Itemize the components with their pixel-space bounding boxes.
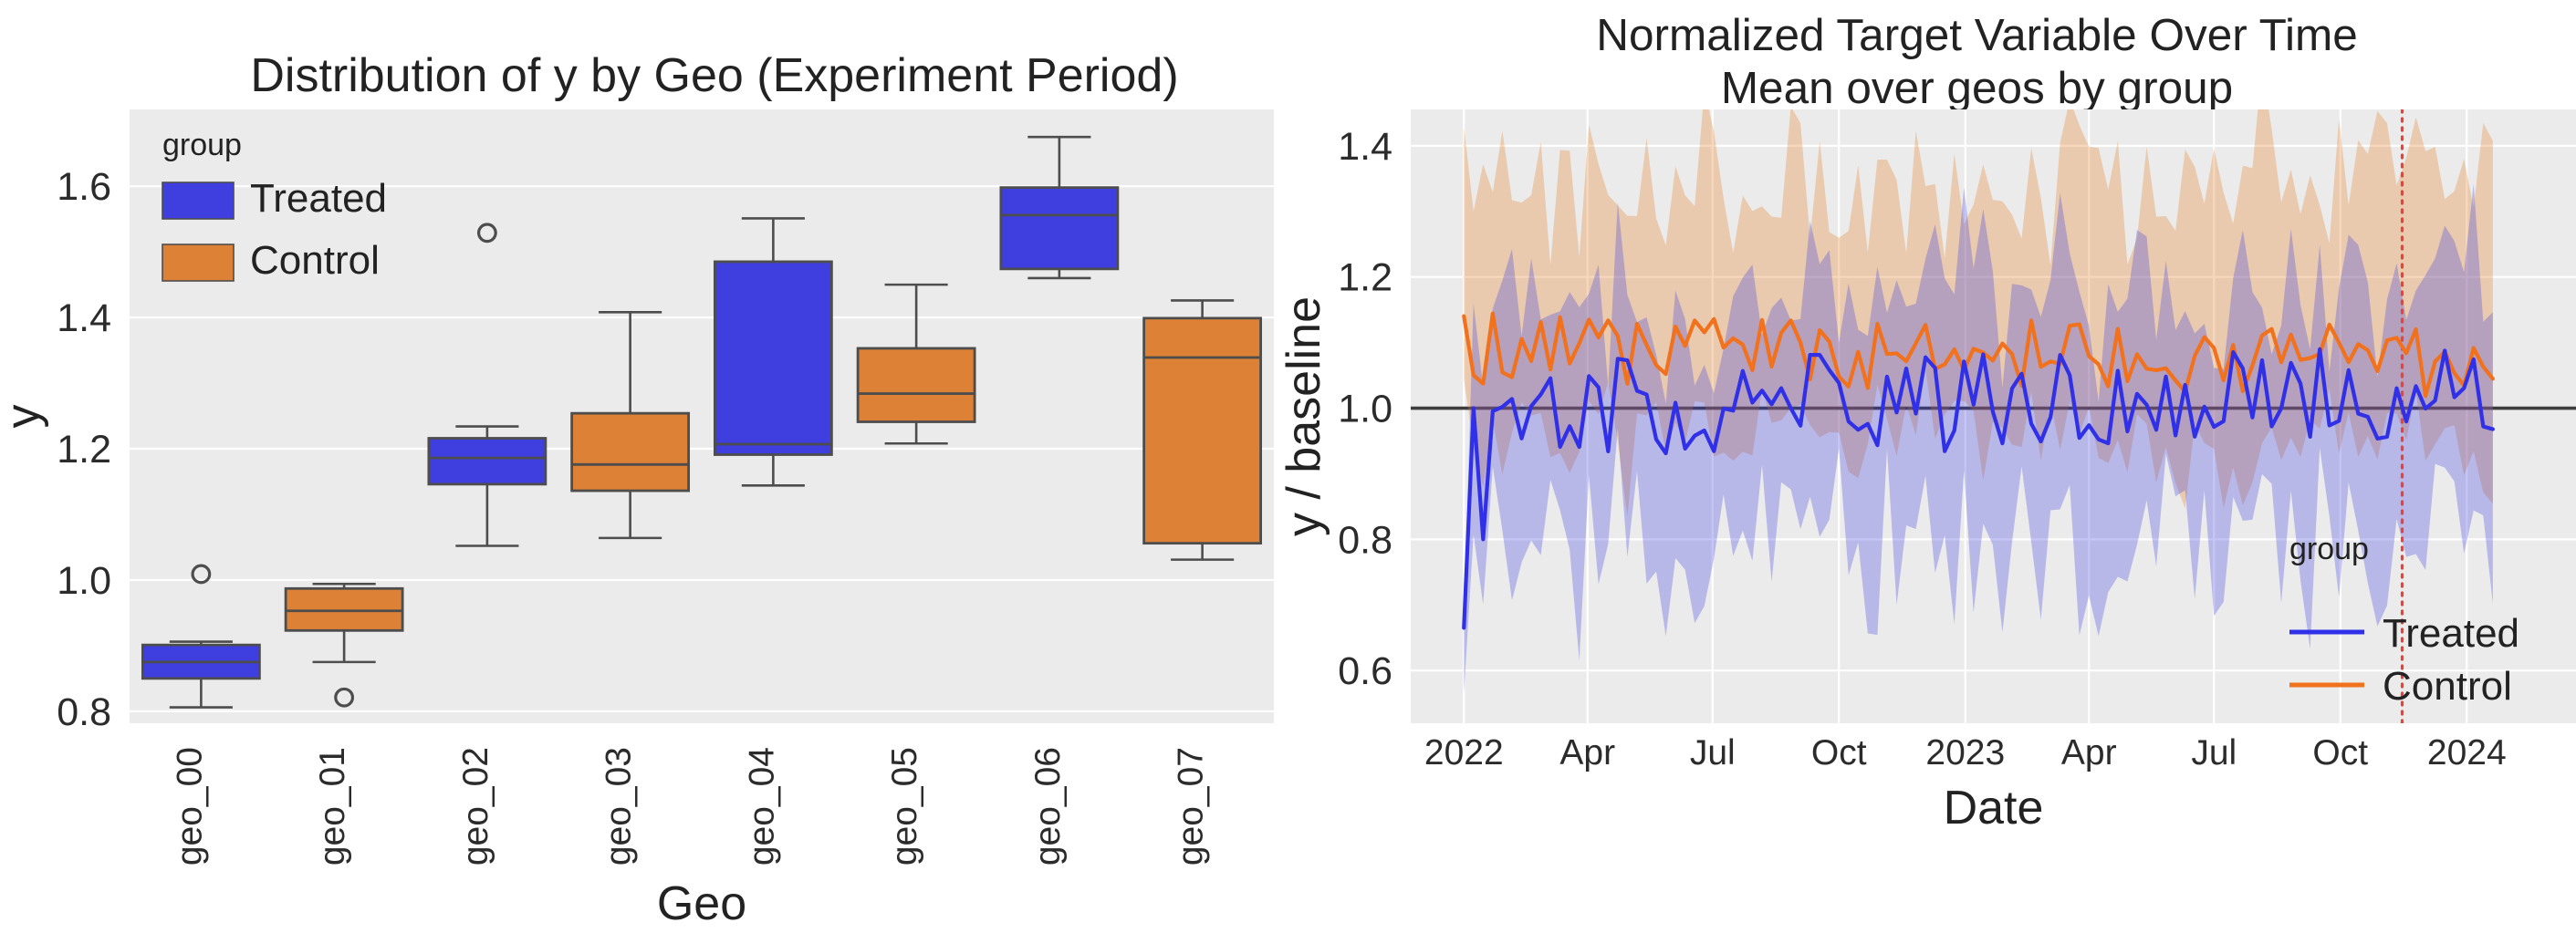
svg-text:Treated: Treated xyxy=(250,176,387,221)
svg-text:0.8: 0.8 xyxy=(57,690,111,734)
svg-text:geo_02: geo_02 xyxy=(456,747,495,866)
svg-text:1.4: 1.4 xyxy=(1338,125,1392,169)
svg-text:0.8: 0.8 xyxy=(1338,518,1392,562)
svg-text:Date: Date xyxy=(1944,782,2044,835)
svg-text:Control: Control xyxy=(2383,664,2512,709)
svg-text:y / baseline: y / baseline xyxy=(1278,296,1330,536)
svg-text:Control: Control xyxy=(250,238,380,283)
svg-text:Oct: Oct xyxy=(2312,733,2368,772)
svg-text:geo_03: geo_03 xyxy=(600,747,639,866)
svg-text:2022: 2022 xyxy=(1424,733,1504,772)
svg-text:geo_05: geo_05 xyxy=(885,747,924,866)
svg-text:2024: 2024 xyxy=(2427,733,2507,772)
svg-text:Apr: Apr xyxy=(2061,733,2117,772)
svg-text:geo_01: geo_01 xyxy=(313,747,352,866)
svg-text:geo_00: geo_00 xyxy=(170,747,209,866)
svg-text:Jul: Jul xyxy=(2191,733,2237,772)
svg-text:y: y xyxy=(0,405,49,429)
svg-text:Treated: Treated xyxy=(2383,611,2519,656)
svg-text:1.0: 1.0 xyxy=(1338,388,1392,431)
svg-text:geo_06: geo_06 xyxy=(1028,747,1068,866)
svg-text:1.4: 1.4 xyxy=(57,296,111,340)
svg-text:group: group xyxy=(2289,532,2369,566)
svg-text:1.0: 1.0 xyxy=(57,559,111,603)
svg-text:1.6: 1.6 xyxy=(57,165,111,209)
svg-text:geo_07: geo_07 xyxy=(1172,747,1211,866)
svg-text:1.2: 1.2 xyxy=(1338,256,1392,300)
svg-text:geo_04: geo_04 xyxy=(742,747,781,866)
svg-text:Oct: Oct xyxy=(1811,733,1867,772)
svg-text:0.6: 0.6 xyxy=(1338,649,1392,693)
svg-text:1.2: 1.2 xyxy=(57,428,111,472)
svg-text:Geo: Geo xyxy=(657,877,746,930)
svg-text:Jul: Jul xyxy=(1690,733,1736,772)
svg-text:group: group xyxy=(162,128,242,162)
svg-text:Apr: Apr xyxy=(1559,733,1615,772)
svg-text:2023: 2023 xyxy=(1925,733,2005,772)
